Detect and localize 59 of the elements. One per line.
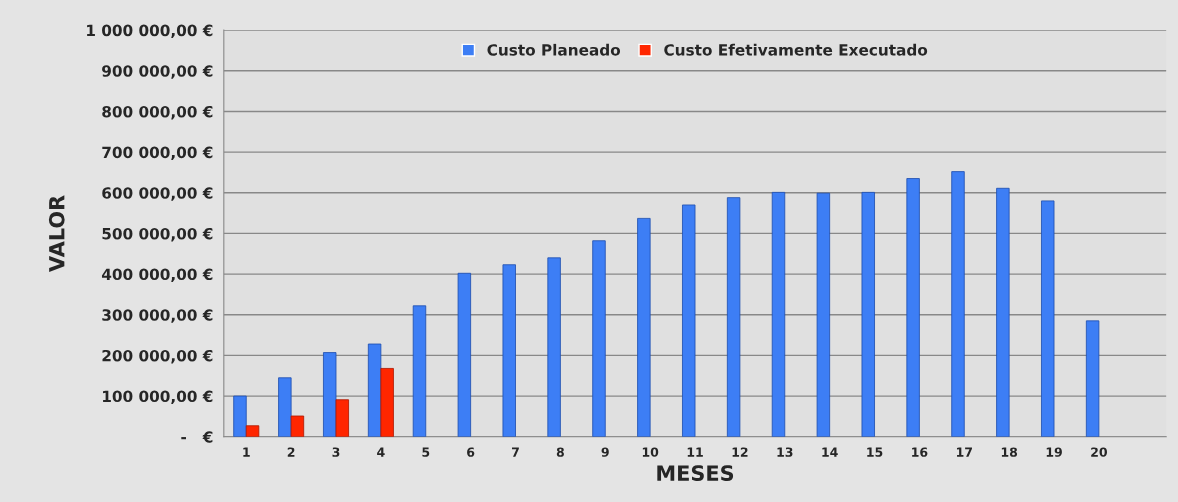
bar [637, 217, 651, 437]
bar [726, 197, 741, 437]
x-tick-label: 19 [1046, 447, 1062, 457]
bar [861, 191, 875, 437]
bar [502, 264, 516, 437]
y-tick-label: - € [181, 431, 213, 443]
x-axis-title: MESES [657, 465, 734, 481]
x-tick-label: 13 [777, 447, 793, 457]
bar [412, 305, 427, 437]
bar [906, 178, 920, 437]
y-tick-label: 200 000,00 € [102, 349, 213, 364]
bar [1085, 320, 1100, 437]
bar [682, 204, 696, 437]
y-axis-title: VALOR [48, 195, 65, 272]
bar [771, 191, 786, 437]
x-tick-label: 2 [287, 447, 295, 457]
bar [1041, 200, 1055, 437]
y-tick-label: 400 000,00 € [101, 268, 213, 283]
bar [245, 425, 260, 437]
x-tick-label: 5 [422, 447, 430, 457]
x-tick-label: 1 [243, 447, 250, 457]
bar [290, 415, 305, 437]
bar [816, 192, 831, 437]
y-tick-label: 600 000,00 € [102, 187, 213, 201]
x-tick-label: 3 [332, 447, 340, 457]
x-tick-label: 17 [956, 447, 972, 457]
bar [323, 352, 337, 437]
legend-label: Custo Efetivamente Executado [664, 43, 928, 56]
x-tick-label: 20 [1091, 447, 1108, 457]
bar [278, 377, 292, 437]
bar [996, 187, 1010, 437]
bar [233, 395, 247, 437]
legend-label: Custo Planeado [487, 43, 621, 56]
y-tick-label: 100 000,00 € [103, 390, 213, 405]
x-tick-label: 14 [822, 447, 838, 457]
y-tick-label: 1 000 000,00 € [87, 24, 213, 39]
x-tick-label: 8 [556, 447, 564, 457]
y-tick-label: 800 000,00 € [102, 105, 213, 120]
y-tick-label: 900 000,00 € [102, 65, 213, 79]
x-tick-label: 10 [642, 447, 659, 457]
bar [592, 240, 606, 437]
y-tick-label: 700 000,00 € [102, 146, 213, 161]
x-tick-label: 15 [867, 447, 883, 457]
x-tick-label: 9 [601, 447, 609, 457]
bar [367, 343, 382, 437]
x-tick-label: 4 [377, 447, 385, 457]
x-tick-label: 18 [1001, 447, 1018, 457]
bar [457, 272, 472, 437]
bar [335, 399, 349, 437]
y-tick-label: 500 000,00 € [102, 227, 213, 242]
x-tick-label: 6 [467, 447, 475, 457]
x-tick-label: 11 [687, 447, 703, 457]
y-tick-label: 300 000,00 € [102, 309, 213, 323]
bar [951, 171, 965, 437]
x-tick-label: 16 [912, 447, 928, 457]
bar [547, 257, 561, 437]
x-tick-label: 12 [732, 447, 748, 457]
bar [380, 368, 394, 437]
x-tick-label: 7 [512, 447, 519, 457]
